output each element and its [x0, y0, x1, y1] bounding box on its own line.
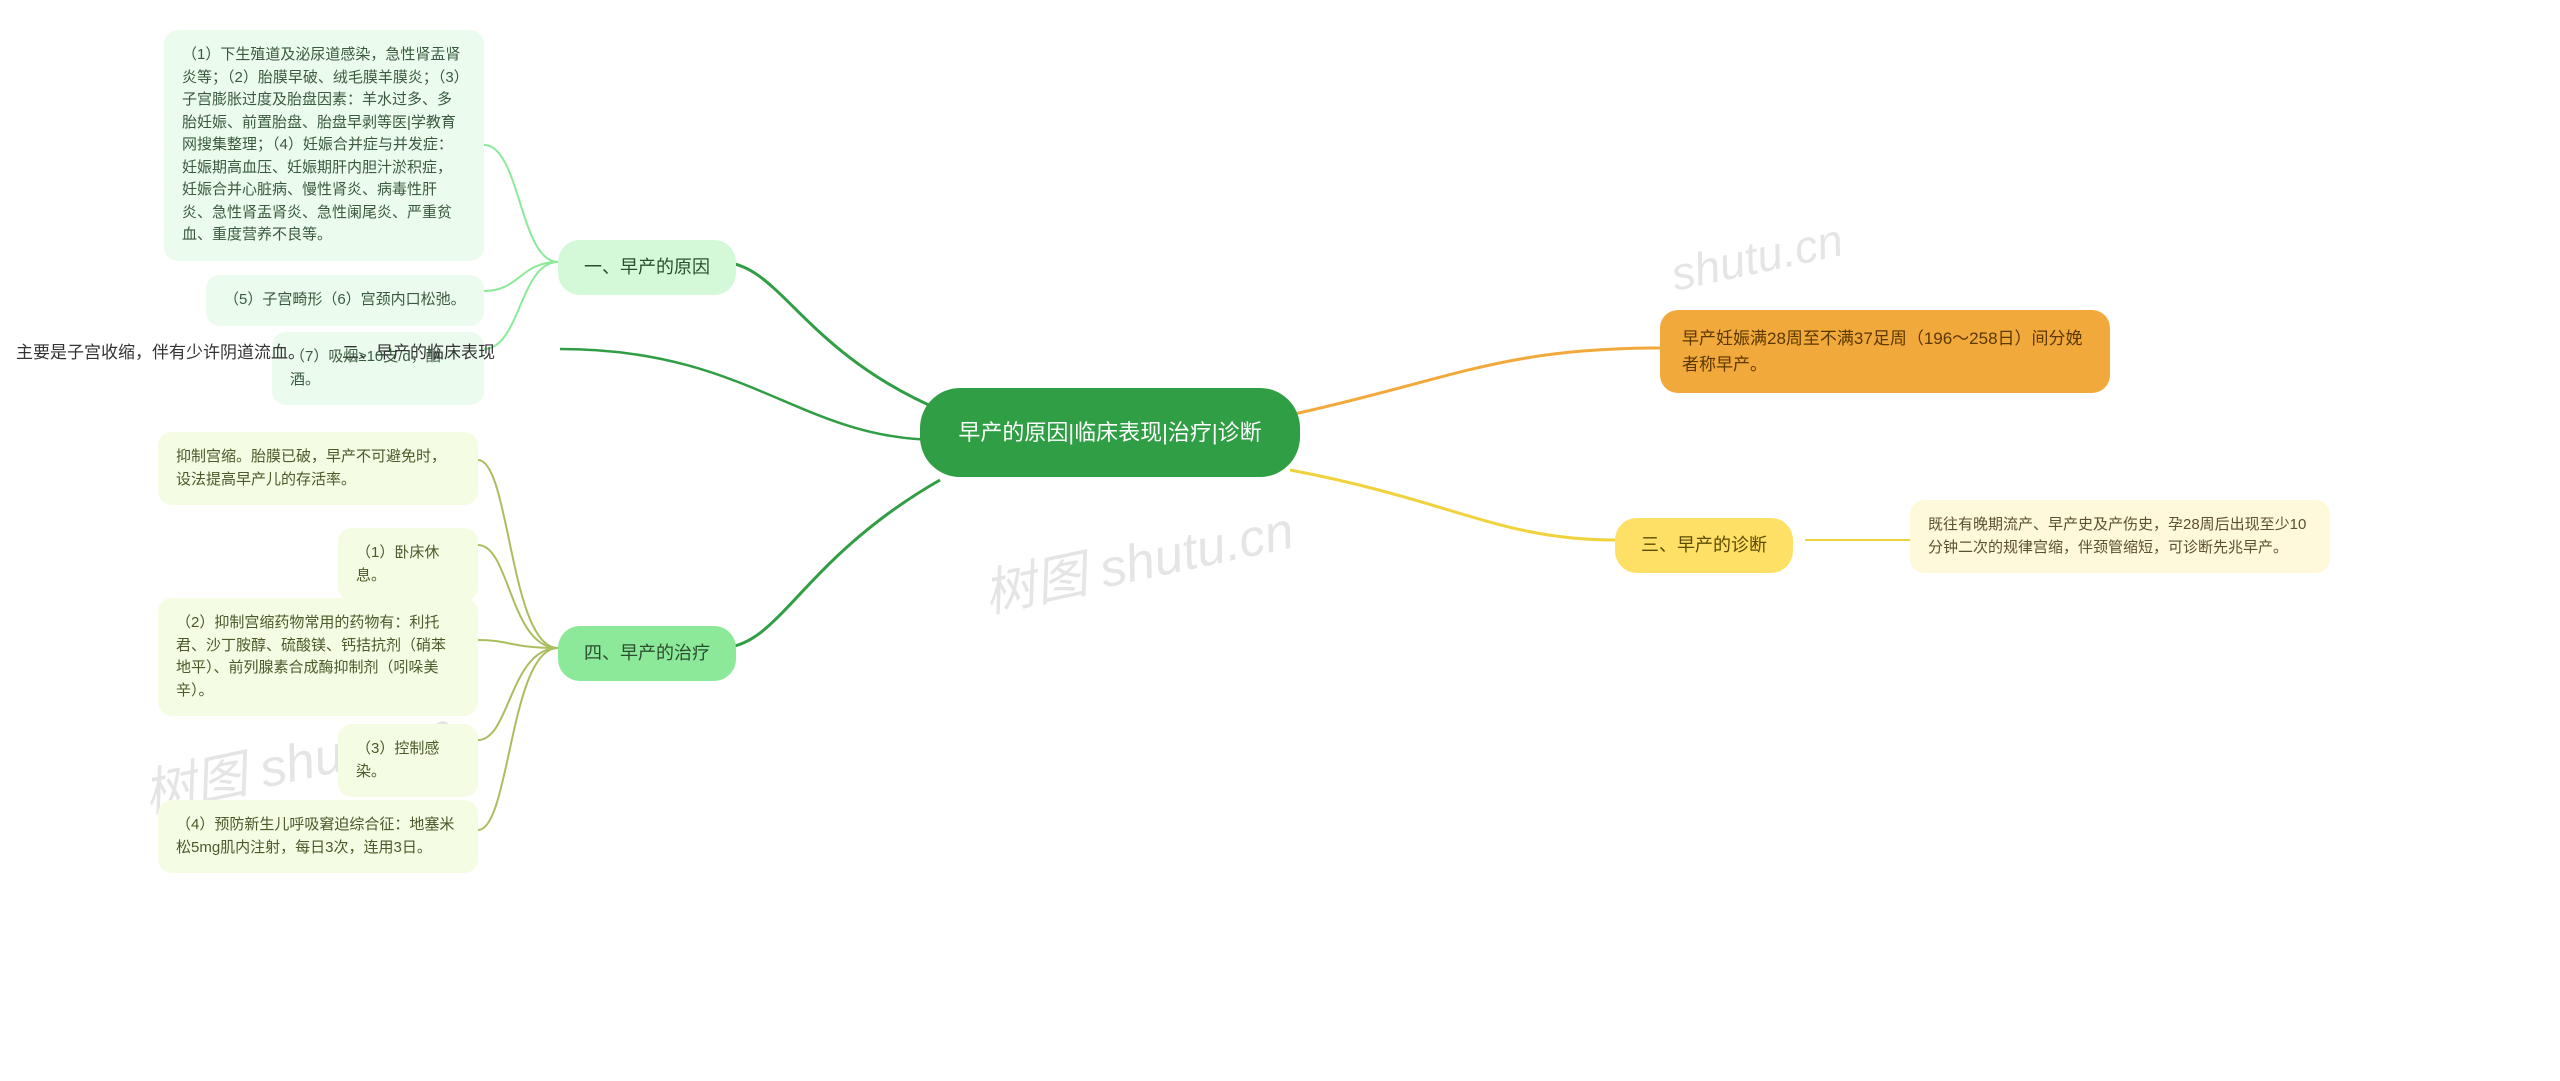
- section3-node: 三、早产的诊断: [1615, 518, 1793, 573]
- central-node: 早产的原因|临床表现|治疗|诊断: [920, 388, 1300, 477]
- section4-leaf3-text: （2）抑制宫缩药物常用的药物有：利托君、沙丁胺醇、硫酸镁、钙拮抗剂（硝苯地平）、…: [176, 614, 446, 699]
- section2-node: 二、早产的临床表现: [342, 338, 495, 363]
- intro-node: 早产妊娠满28周至不满37足周（196～258日）间分娩者称早产。: [1660, 310, 2110, 393]
- section4-leaf1: 抑制宫缩。胎膜已破，早产不可避免时，设法提高早产儿的存活率。: [158, 432, 478, 505]
- section4-node: 四、早产的治疗: [558, 626, 736, 681]
- watermark: shutu.cn: [1666, 213, 1847, 302]
- section4-title: 四、早产的治疗: [584, 643, 710, 663]
- section3-leaf-text: 既往有晚期流产、早产史及产伤史，孕28周后出现至少10分钟二次的规律宫缩，伴颈管…: [1928, 516, 2306, 556]
- intro-text: 早产妊娠满28周至不满37足周（196～258日）间分娩者称早产。: [1682, 329, 2083, 374]
- section1-leaf2-text: （5）子宫畸形（6）宫颈内口松弛。: [224, 291, 466, 308]
- section4-leaf1-text: 抑制宫缩。胎膜已破，早产不可避免时，设法提高早产儿的存活率。: [176, 448, 446, 488]
- section2-leaf: 主要是子宫收缩，伴有少许阴道流血。: [16, 338, 305, 363]
- section1-leaf1-text: （1）下生殖道及泌尿道感染，急性肾盂肾炎等；（2）胎膜早破、绒毛膜羊膜炎；（3）…: [182, 46, 461, 243]
- section4-leaf4: （3）控制感染。: [338, 724, 478, 797]
- section2-title: 二、早产的临床表现: [342, 343, 495, 362]
- section4-leaf4-text: （3）控制感染。: [356, 740, 439, 780]
- watermark: 树图 shutu.cn: [976, 488, 1300, 627]
- section3-title: 三、早产的诊断: [1641, 535, 1767, 555]
- section4-leaf2: （1）卧床休息。: [338, 528, 478, 601]
- section3-leaf: 既往有晚期流产、早产史及产伤史，孕28周后出现至少10分钟二次的规律宫缩，伴颈管…: [1910, 500, 2330, 573]
- central-title: 早产的原因|临床表现|治疗|诊断: [958, 420, 1261, 445]
- section1-leaf1: （1）下生殖道及泌尿道感染，急性肾盂肾炎等；（2）胎膜早破、绒毛膜羊膜炎；（3）…: [164, 30, 484, 261]
- section1-leaf2: （5）子宫畸形（6）宫颈内口松弛。: [206, 275, 484, 326]
- section2-leaf-text: 主要是子宫收缩，伴有少许阴道流血。: [16, 343, 305, 362]
- section1-node: 一、早产的原因: [558, 240, 736, 295]
- section1-title: 一、早产的原因: [584, 257, 710, 277]
- section4-leaf3: （2）抑制宫缩药物常用的药物有：利托君、沙丁胺醇、硫酸镁、钙拮抗剂（硝苯地平）、…: [158, 598, 478, 716]
- section4-leaf5-text: （4）预防新生儿呼吸窘迫综合征：地塞米松5mg肌内注射，每日3次，连用3日。: [176, 816, 454, 856]
- section4-leaf5: （4）预防新生儿呼吸窘迫综合征：地塞米松5mg肌内注射，每日3次，连用3日。: [158, 800, 478, 873]
- section4-leaf2-text: （1）卧床休息。: [356, 544, 439, 584]
